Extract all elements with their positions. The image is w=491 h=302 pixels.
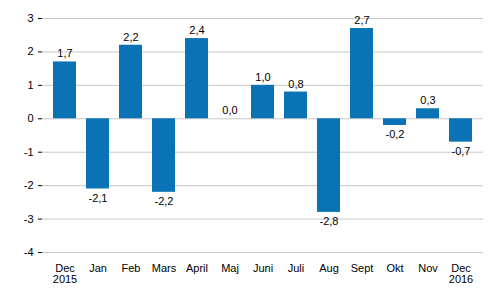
svg-text:1: 1 <box>27 79 33 91</box>
svg-text:2,7: 2,7 <box>354 14 369 26</box>
svg-text:Mars: Mars <box>152 262 177 274</box>
svg-text:-3: -3 <box>24 213 34 225</box>
svg-text:0,8: 0,8 <box>288 78 303 90</box>
svg-text:-2,8: -2,8 <box>320 215 339 227</box>
svg-text:Juni: Juni <box>253 262 273 274</box>
svg-text:-0,2: -0,2 <box>386 128 405 140</box>
svg-text:-1: -1 <box>24 146 34 158</box>
svg-text:0,3: 0,3 <box>420 94 435 106</box>
svg-text:April: April <box>186 262 208 274</box>
svg-text:2,2: 2,2 <box>123 31 138 43</box>
svg-text:Okt: Okt <box>386 262 403 274</box>
svg-text:-2,1: -2,1 <box>89 192 108 204</box>
svg-text:0: 0 <box>27 112 33 124</box>
svg-text:Maj: Maj <box>221 262 239 274</box>
svg-text:Dec2015: Dec2015 <box>53 262 77 285</box>
svg-text:Aug: Aug <box>319 262 339 274</box>
svg-text:-4: -4 <box>24 246 34 258</box>
svg-text:0,0: 0,0 <box>222 104 237 116</box>
svg-text:Dec2016: Dec2016 <box>449 262 473 285</box>
svg-text:3: 3 <box>27 12 33 24</box>
svg-text:Sept: Sept <box>351 262 374 274</box>
svg-text:Feb: Feb <box>122 262 141 274</box>
svg-text:Jan: Jan <box>89 262 107 274</box>
svg-text:1,0: 1,0 <box>255 71 270 83</box>
svg-text:1,7: 1,7 <box>57 47 72 59</box>
svg-text:-0,7: -0,7 <box>452 145 471 157</box>
svg-text:Juli: Juli <box>288 262 305 274</box>
svg-text:Nov: Nov <box>418 262 438 274</box>
svg-text:-2: -2 <box>24 179 34 191</box>
svg-text:2,4: 2,4 <box>189 24 204 36</box>
svg-text:-2,2: -2,2 <box>155 195 174 207</box>
svg-text:2: 2 <box>27 45 33 57</box>
